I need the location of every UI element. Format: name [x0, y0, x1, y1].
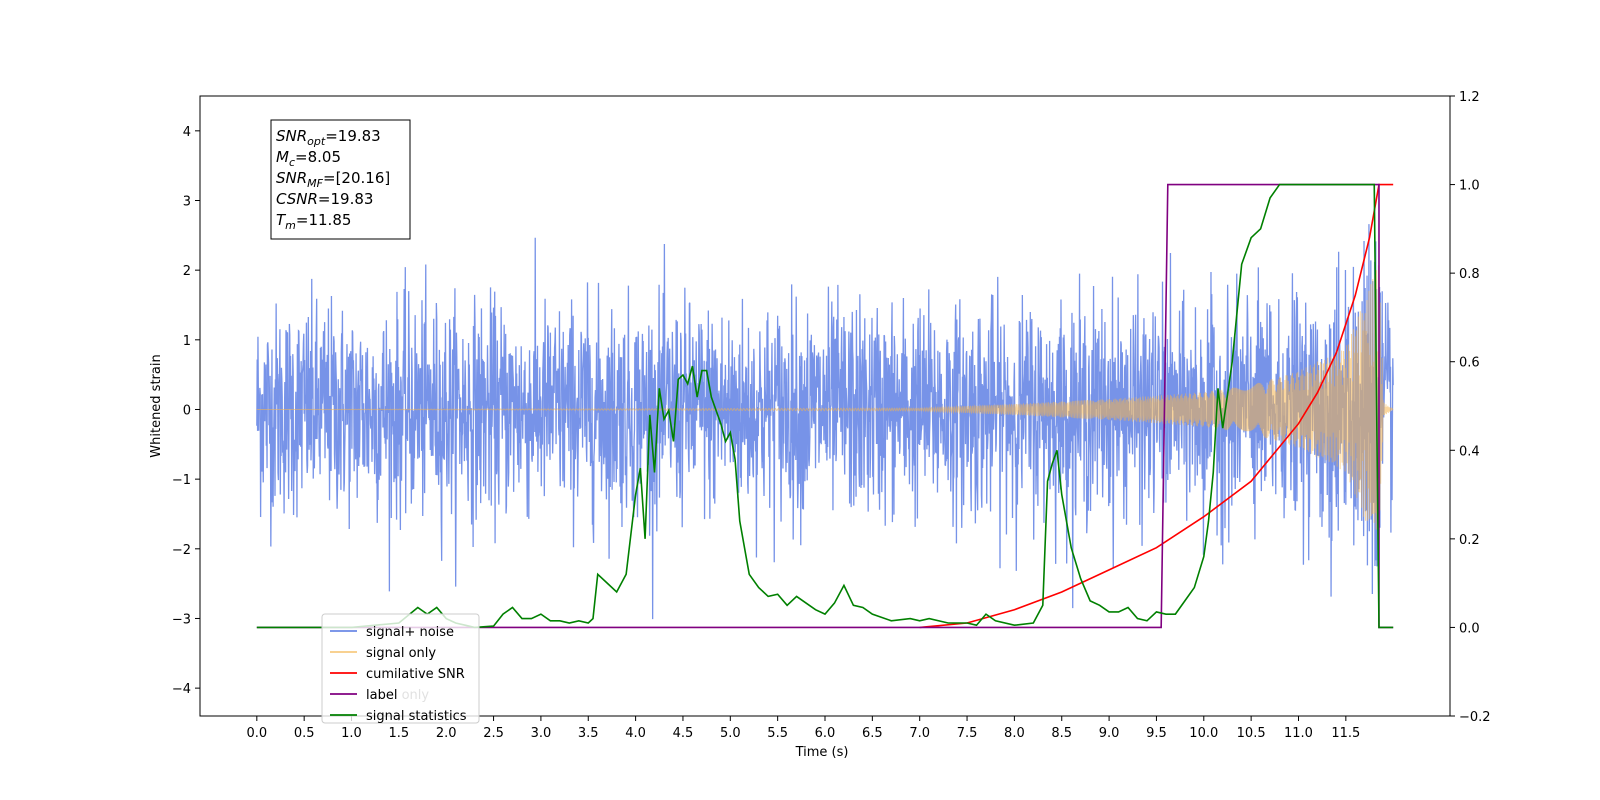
legend-entry: signal only: [366, 646, 436, 661]
x-tick-label: 10.0: [1189, 726, 1218, 741]
y-tick-label: −2: [172, 543, 191, 558]
y-tick-label: −3: [172, 612, 191, 627]
x-tick-label: 8.0: [1004, 726, 1025, 741]
x-tick-label: 3.0: [531, 726, 552, 741]
series-signal-only: [256, 265, 1394, 534]
x-tick-label: 6.0: [815, 726, 836, 741]
x-tick-label: 4.5: [673, 726, 694, 741]
x-tick-label: 10.5: [1237, 726, 1266, 741]
y-tick-label: −1: [172, 473, 191, 488]
x-tick-label: 6.5: [862, 726, 883, 741]
legend-entry: signal+ noise: [366, 625, 454, 640]
y-tick-label: 1: [183, 334, 191, 349]
annotation-line: SNRMF=[20.16]: [276, 169, 390, 190]
x-tick-label: 11.0: [1284, 726, 1313, 741]
x-tick-label: 9.0: [1099, 726, 1120, 741]
x-tick-label: 11.5: [1331, 726, 1360, 741]
left-y-axis: 4 3 2 1 0 −1 −2 −3 −4: [172, 125, 200, 697]
annotation-line: Tm=11.85: [276, 211, 351, 232]
annotation-line: Mc=8.05: [276, 148, 341, 169]
x-tick-label: 0.5: [294, 726, 315, 741]
legend-entry: label: [366, 688, 397, 703]
legend-frame: [321, 613, 480, 724]
x-tick-label: 0.0: [246, 726, 267, 741]
legend-entry: signal statistics: [366, 709, 467, 724]
y2-tick-label: 0.2: [1459, 533, 1480, 548]
legend-occluded-text: signal only: [366, 646, 436, 661]
annotation-line: SNRopt=19.83: [276, 127, 381, 148]
y-tick-label: 2: [183, 264, 191, 279]
y-tick-label: 0: [183, 403, 191, 418]
legend-occluded-text: label only: [366, 688, 429, 703]
x-tick-label: 3.5: [578, 726, 599, 741]
x-tick-label: 5.5: [767, 726, 788, 741]
x-tick-label: 7.0: [909, 726, 930, 741]
y-tick-label: 3: [183, 194, 191, 209]
y-axis-label: Whitened strain: [149, 354, 164, 457]
x-tick-label: 2.5: [483, 726, 504, 741]
x-axis: 0.0 0.5 1.0 1.5 2.0 2.5 3.0 3.5 4.0 4.5 5.0 5.5 6.0 6…: [246, 716, 1360, 741]
legend: signal only label only signal+ noise signal…: [321, 613, 480, 724]
series-cumulative-snr: [919, 183, 1394, 629]
x-tick-label: 5.0: [720, 726, 741, 741]
series-signal-statistics: [256, 183, 1394, 629]
y2-tick-label: 0.8: [1459, 267, 1480, 282]
x-tick-label: 9.5: [1146, 726, 1167, 741]
series-layer: [256, 183, 1394, 629]
x-tick-label: 1.0: [341, 726, 362, 741]
x-axis-label: Time (s): [795, 745, 849, 760]
y2-tick-label: 1.2: [1459, 90, 1480, 105]
y2-tick-label: 0.6: [1459, 356, 1480, 371]
y2-tick-label: −0.2: [1459, 710, 1491, 725]
x-tick-label: 8.5: [1051, 726, 1072, 741]
right-y-axis: 1.2 1.0 0.8 0.6 0.4 0.2 0.0 −0.2: [1450, 90, 1491, 725]
x-tick-label: 2.0: [436, 726, 457, 741]
legend-entry: cumilative SNR: [366, 667, 465, 682]
x-tick-label: 1.5: [389, 726, 410, 741]
y-tick-label: −4: [172, 682, 191, 697]
annotation-line: CSNR=19.83: [276, 190, 373, 208]
x-tick-label: 4.0: [625, 726, 646, 741]
y2-tick-label: 1.0: [1459, 179, 1480, 194]
annotation-frame: [270, 119, 411, 240]
x-tick-label: 7.5: [957, 726, 978, 741]
y2-tick-label: 0.4: [1459, 444, 1480, 459]
y-tick-label: 4: [183, 125, 191, 140]
y2-tick-label: 0.0: [1459, 621, 1480, 636]
snr-annotation-box: SNRopt=19.83Mc=8.05SNRMF=[20.16]CSNR=19.…: [270, 119, 411, 240]
